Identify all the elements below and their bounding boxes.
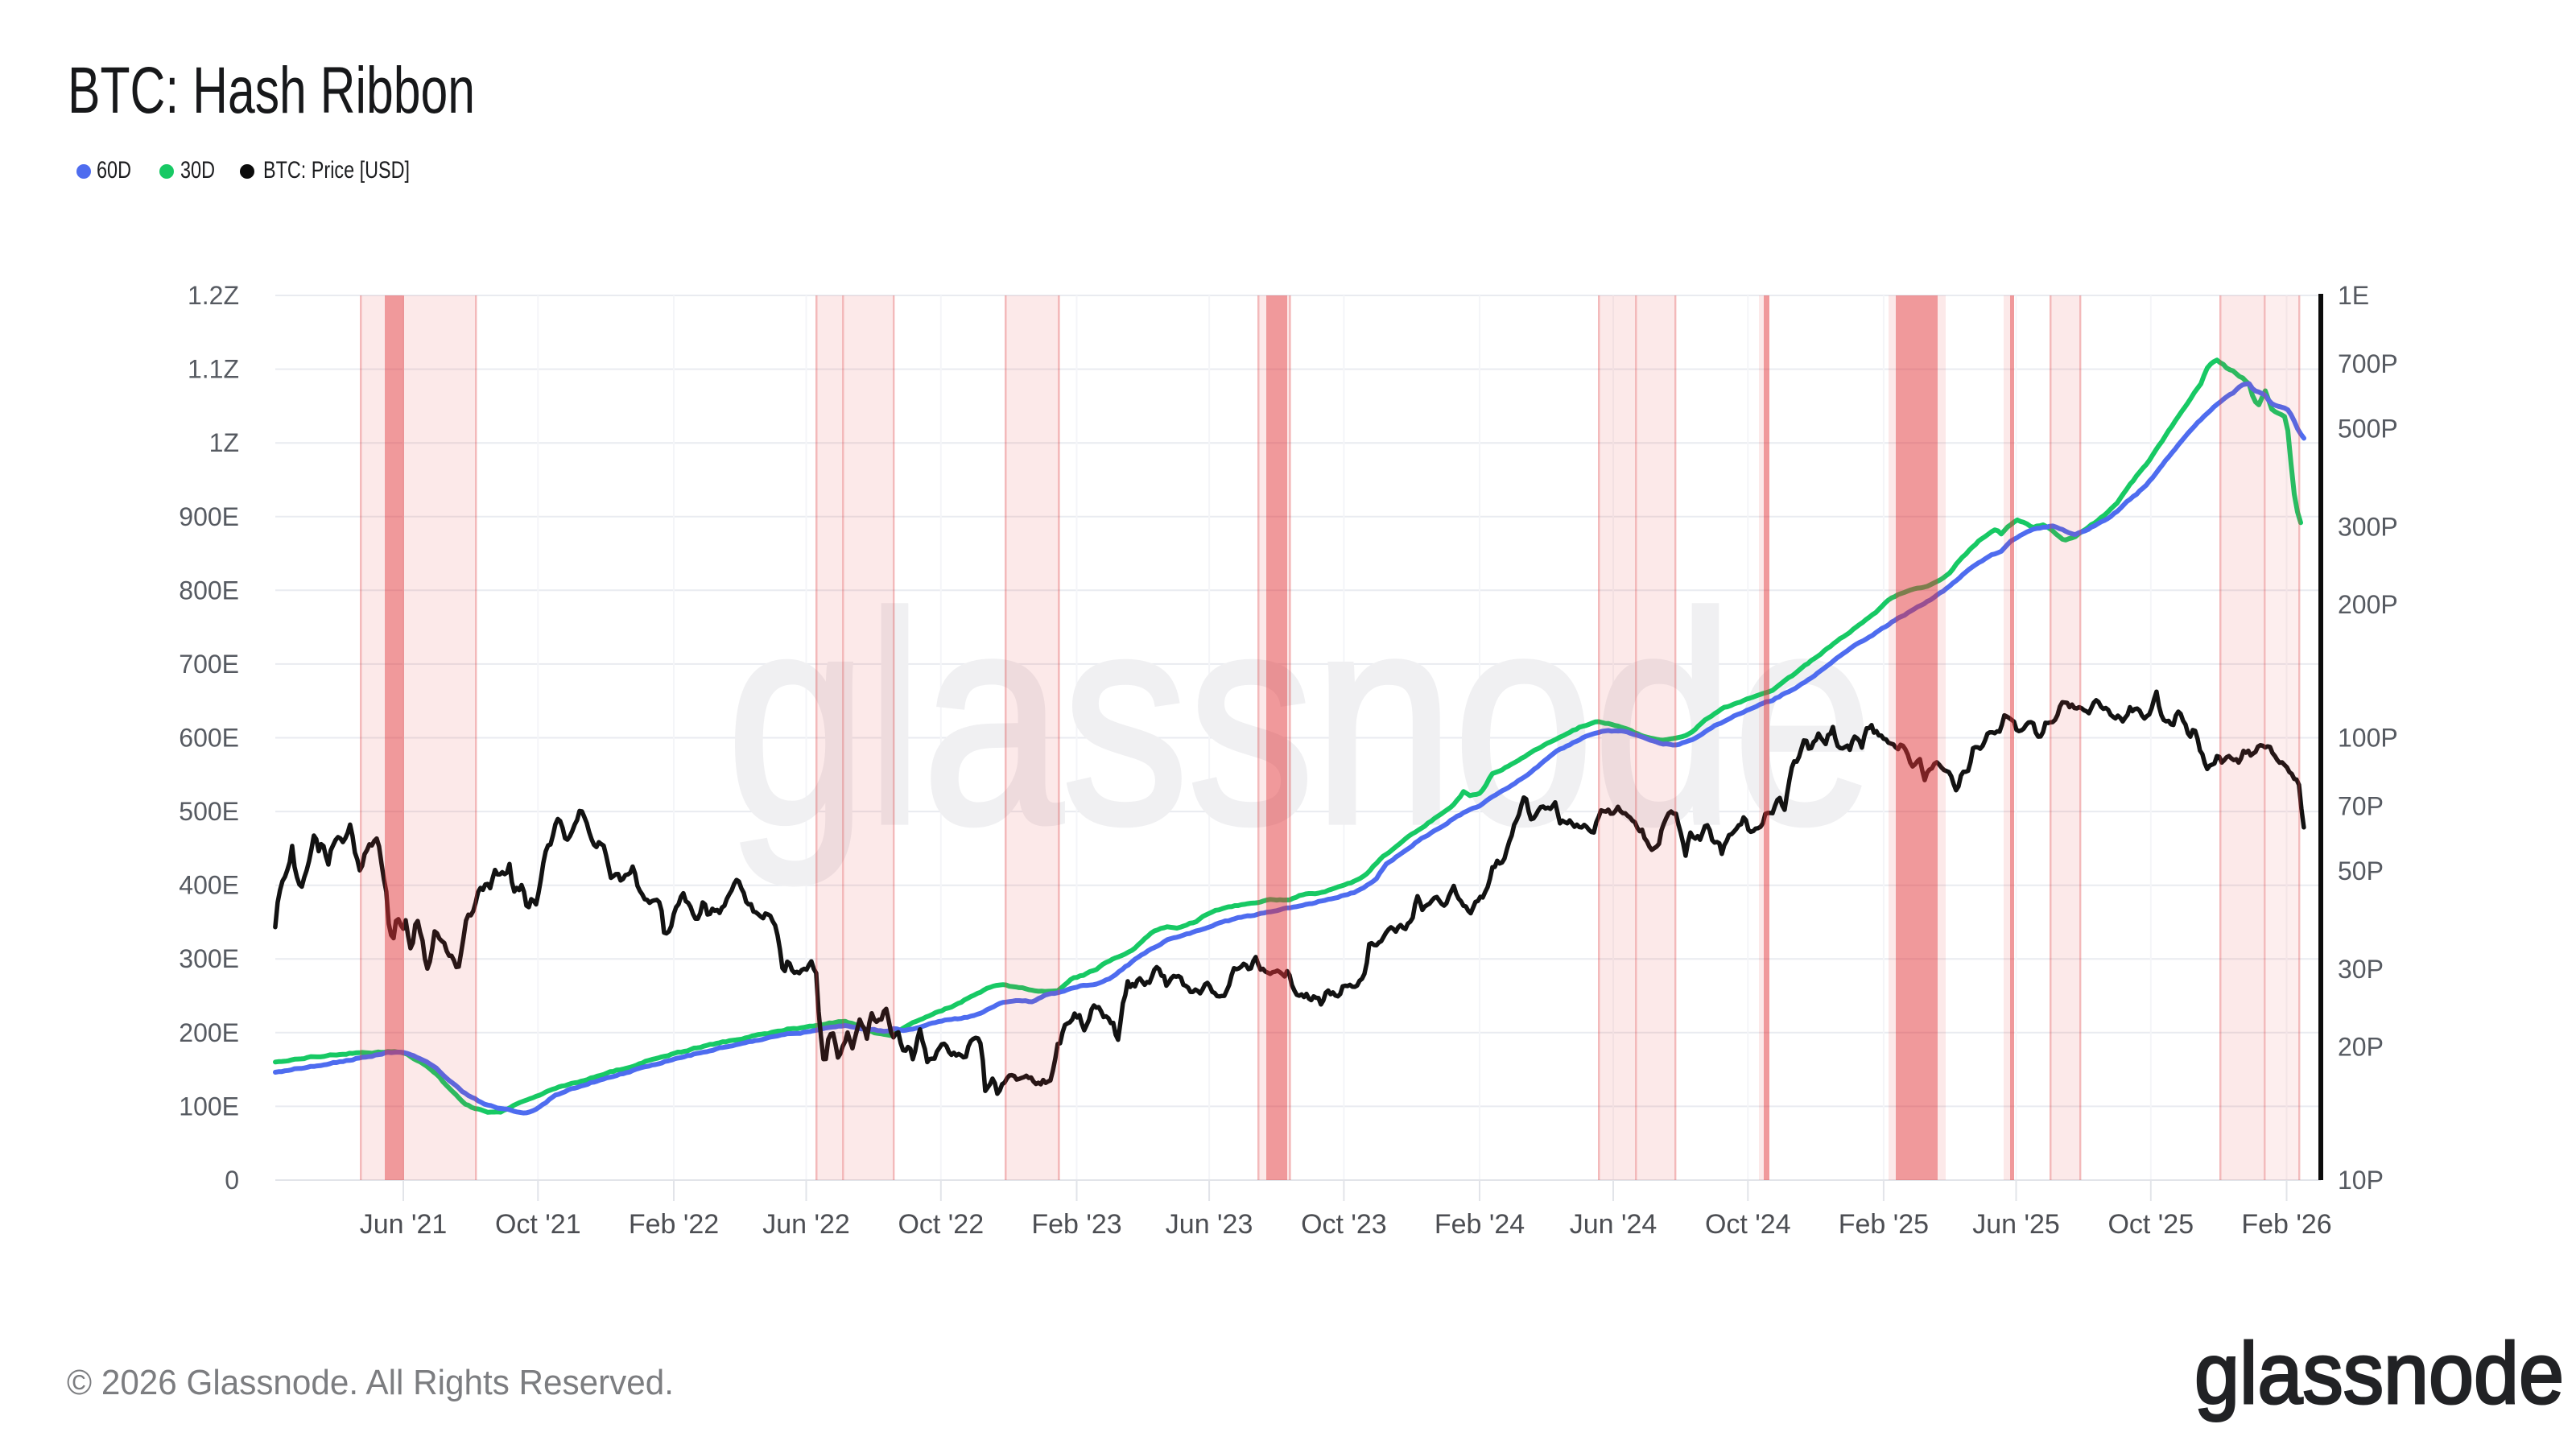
svg-text:20P: 20P (2338, 1033, 2384, 1062)
svg-text:Oct '23: Oct '23 (1301, 1209, 1387, 1240)
svg-text:700P: 700P (2338, 349, 2398, 378)
svg-text:30P: 30P (2338, 955, 2384, 984)
svg-text:200E: 200E (179, 1018, 239, 1047)
svg-text:900E: 900E (179, 502, 239, 531)
svg-text:70P: 70P (2338, 792, 2384, 821)
svg-text:Feb '24: Feb '24 (1435, 1209, 1525, 1240)
svg-text:Jun '25: Jun '25 (1972, 1209, 2060, 1240)
svg-text:10P: 10P (2338, 1166, 2384, 1195)
svg-text:50P: 50P (2338, 857, 2384, 885)
svg-text:500P: 500P (2338, 414, 2398, 443)
svg-text:Feb '26: Feb '26 (2241, 1209, 2331, 1240)
svg-text:Jun '24: Jun '24 (1570, 1209, 1657, 1240)
svg-text:0: 0 (225, 1166, 239, 1195)
svg-text:400E: 400E (179, 871, 239, 900)
svg-text:600E: 600E (179, 724, 239, 753)
svg-text:800E: 800E (179, 576, 239, 605)
svg-text:60D: 60D (97, 157, 131, 184)
svg-text:Jun '21: Jun '21 (360, 1209, 448, 1240)
svg-text:Feb '25: Feb '25 (1839, 1209, 1929, 1240)
svg-text:1E: 1E (2338, 281, 2369, 310)
svg-text:500E: 500E (179, 797, 239, 826)
svg-text:1.1Z: 1.1Z (188, 355, 239, 384)
svg-text:1Z: 1Z (209, 428, 239, 457)
svg-text:Oct '24: Oct '24 (1705, 1209, 1791, 1240)
svg-text:BTC: Hash Ribbon: BTC: Hash Ribbon (68, 54, 475, 127)
svg-text:700E: 700E (179, 650, 239, 679)
svg-text:Jun '22: Jun '22 (762, 1209, 850, 1240)
svg-text:300P: 300P (2338, 512, 2398, 541)
svg-text:Oct '21: Oct '21 (495, 1209, 581, 1240)
svg-text:300E: 300E (179, 944, 239, 973)
svg-text:Feb '23: Feb '23 (1031, 1209, 1121, 1240)
svg-text:glassnode: glassnode (2194, 1324, 2564, 1422)
svg-text:100E: 100E (179, 1092, 239, 1121)
svg-text:Oct '22: Oct '22 (898, 1209, 984, 1240)
svg-text:30D: 30D (180, 157, 215, 184)
svg-text:Feb '22: Feb '22 (629, 1209, 719, 1240)
svg-text:Jun '23: Jun '23 (1166, 1209, 1253, 1240)
svg-text:BTC: Price [USD]: BTC: Price [USD] (263, 157, 410, 184)
svg-text:glassnode: glassnode (727, 552, 1873, 887)
svg-text:100P: 100P (2338, 724, 2398, 753)
svg-text:1.2Z: 1.2Z (188, 281, 239, 310)
svg-text:© 2026 Glassnode. All Rights R: © 2026 Glassnode. All Rights Reserved. (67, 1363, 674, 1402)
svg-text:200P: 200P (2338, 590, 2398, 619)
svg-text:Oct '25: Oct '25 (2107, 1209, 2194, 1240)
